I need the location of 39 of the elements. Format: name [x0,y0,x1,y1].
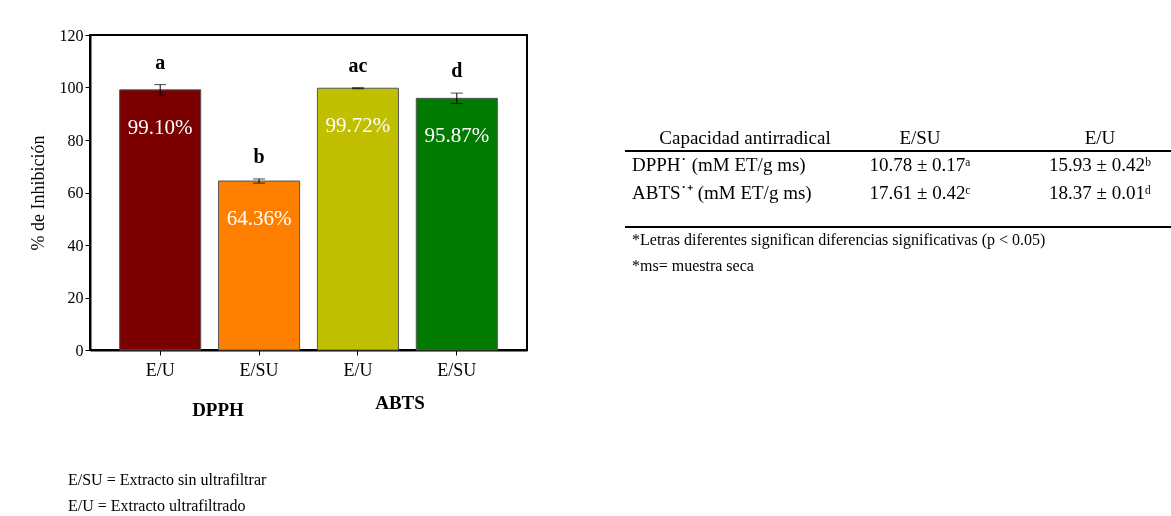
text: E/SU [899,127,941,148]
y-tick-label: 80 [67,131,84,149]
text: 15.93 ± 0.42ᵇ [1049,154,1152,175]
text: DPPH [192,399,245,420]
text: ABTS [375,392,425,413]
y-tick-label: 60 [67,184,84,201]
data-label: 95.87% [424,123,490,148]
bar [415,97,498,351]
bar [316,87,399,351]
text: E/SU = Extracto sin ultrafiltrar [68,471,267,488]
annotation: b [253,144,265,167]
text: *ms= muestra seca [632,257,754,274]
bar [218,180,301,351]
x-tick-label: E/U [343,359,373,380]
y-tick-label: 20 [67,289,84,306]
y-tick-label: 40 [67,236,84,254]
bar [119,89,202,351]
annotation: a [155,50,166,73]
x-tick-label: E/U [145,359,175,380]
x-tick-label: E/SU [437,359,477,380]
y-tick-label: 0 [75,341,84,359]
data-label: 99.10% [127,114,193,139]
y-tick-label: 120 [59,26,84,44]
y-axis-title: % de Inhibición [27,135,48,251]
text: ABTS˙⁺ (mM ET/g ms) [632,182,812,204]
text: 18.37 ± 0.01ᵈ [1049,182,1152,203]
annotation: ac [348,53,368,76]
text: E/U [1084,127,1116,148]
data-label: 99.72% [325,113,391,138]
text: 10.78 ± 0.17ᵃ [869,154,971,175]
annotation: d [451,59,463,82]
text: E/U = Extracto ultrafiltrado [68,497,246,514]
text: *Letras diferentes significan diferencias significativas (p < 0.05) [632,231,1046,249]
x-tick-label: E/SU [239,359,279,380]
data-label: 64.36% [226,206,292,231]
text: Capacidad antirradical [659,127,831,148]
y-tick-label: 100 [59,79,84,96]
text: DPPH˙ (mM ET/g ms) [632,154,806,176]
text: 17.61 ± 0.42ᶜ [869,182,971,203]
